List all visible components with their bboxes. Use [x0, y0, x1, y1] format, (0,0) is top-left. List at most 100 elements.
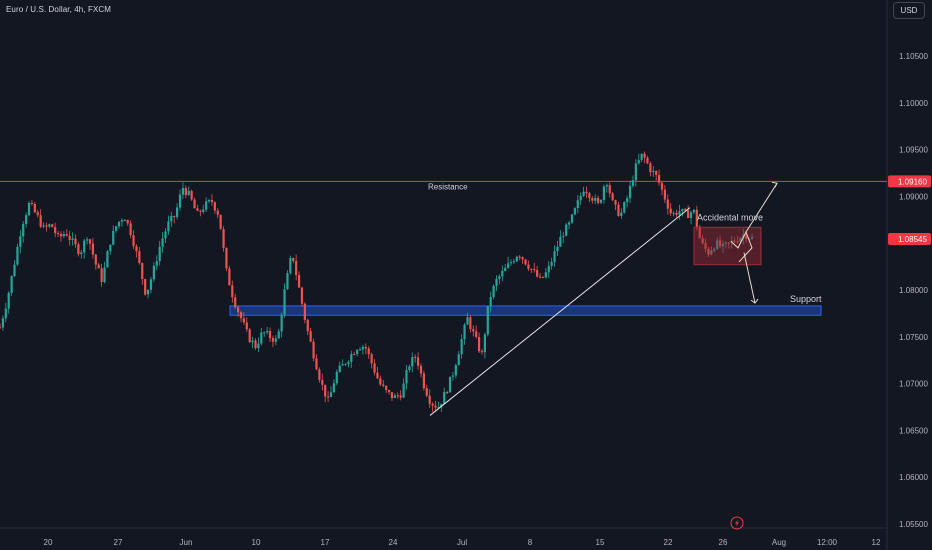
price-tick-label: 1.10000 — [899, 99, 928, 108]
candle-body — [329, 392, 333, 397]
candle-body — [486, 306, 489, 335]
candle-body — [295, 260, 298, 275]
candle-body — [219, 214, 222, 230]
candle-body — [454, 365, 457, 376]
price-tick-label: 1.10500 — [899, 52, 928, 61]
projection-up-arrow — [745, 183, 778, 233]
candle-body — [202, 209, 205, 212]
price-tick-label: 1.06500 — [899, 426, 928, 435]
candle-body — [112, 230, 115, 245]
candle-body — [350, 354, 353, 362]
time-tick-label: 15 — [596, 538, 605, 547]
candle-body — [297, 274, 301, 288]
candle-body — [1, 318, 5, 328]
candle-body — [443, 392, 446, 404]
candle-body — [135, 246, 138, 252]
candle-body — [608, 185, 611, 194]
candles — [0, 151, 754, 413]
time-tick-label: 26 — [719, 538, 728, 547]
candle-body — [591, 198, 594, 201]
candle-body — [39, 215, 42, 227]
price-axis[interactable]: 1.10500 1.10000 1.09500 1.09000 1.08000 1.075… — [899, 52, 928, 529]
candle-body — [518, 256, 521, 258]
candle-body — [396, 395, 399, 397]
candle-body — [309, 331, 312, 342]
candle-body — [239, 312, 243, 319]
price-tick-label: 1.09000 — [899, 192, 928, 201]
trendline[interactable] — [429, 207, 691, 416]
candle-body — [640, 153, 643, 160]
candle-body — [527, 264, 530, 269]
candle-body — [643, 153, 646, 158]
candle-body — [27, 202, 31, 216]
candle-body — [501, 271, 504, 277]
candle-body — [448, 376, 452, 393]
candle-body — [631, 180, 635, 186]
candle-body — [698, 226, 701, 239]
candle-body — [257, 343, 260, 349]
consolidation-box[interactable] — [693, 226, 762, 266]
lightning-bolt-icon[interactable] — [730, 516, 744, 530]
candle-body — [344, 363, 347, 365]
currency-button[interactable]: USD — [893, 2, 925, 19]
candle-body — [495, 278, 498, 286]
candle-body — [71, 238, 74, 241]
candle-body — [196, 208, 199, 211]
candle-body — [477, 336, 481, 352]
candle-body — [45, 225, 48, 227]
support-zone[interactable] — [229, 305, 822, 316]
candle-body — [695, 209, 698, 227]
projection-down-arrowhead — [750, 298, 759, 304]
candle-body — [524, 259, 527, 265]
time-tick-label: Jun — [180, 538, 193, 547]
candle-body — [727, 242, 730, 244]
candle-body — [576, 200, 579, 209]
candle-body — [617, 204, 620, 217]
candle-body — [86, 239, 89, 241]
time-tick-label: Jul — [457, 538, 467, 547]
candle-body — [480, 351, 484, 353]
candle-body — [411, 357, 414, 367]
candle-body — [59, 234, 63, 237]
time-axis[interactable]: 20 27 Jun 10 17 24 Jul 8 15 22 26 Aug 12:00 12 — [44, 538, 881, 547]
candle-body — [559, 236, 562, 247]
time-tick-label: 12 — [872, 538, 881, 547]
candle-body — [417, 357, 420, 366]
candle-body — [750, 237, 754, 239]
resistance-price-flag — [888, 175, 931, 188]
candle-body — [492, 285, 495, 298]
candle-body — [425, 388, 428, 396]
candle-body — [268, 330, 272, 339]
candle-body — [718, 240, 722, 247]
symbol-title[interactable]: Euro / U.S. Dollar, 4h, FXCM — [6, 5, 112, 14]
candle-body — [7, 292, 10, 309]
price-tick-label: 1.08000 — [899, 286, 928, 295]
candle-body — [422, 373, 426, 389]
candle-body — [94, 254, 97, 265]
candle-body — [521, 257, 524, 260]
candle-body — [173, 216, 176, 218]
candle-body — [483, 334, 486, 353]
candle-body — [538, 276, 542, 278]
candle-body — [605, 185, 608, 187]
time-tick-label: 22 — [664, 538, 673, 547]
candle-body — [588, 193, 591, 199]
candle-body — [675, 212, 678, 215]
resistance-price-flag-text: 1.09160 — [898, 177, 927, 186]
candle-body — [181, 188, 185, 195]
candle-body — [463, 324, 466, 340]
candle-body — [393, 395, 396, 398]
candle-body — [364, 346, 367, 349]
candle-body — [579, 195, 582, 201]
candle-body — [321, 379, 324, 385]
candle-body — [736, 241, 739, 243]
candle-body — [512, 261, 516, 263]
candle-body — [0, 327, 2, 329]
candle-body — [704, 243, 707, 249]
candle-body — [721, 243, 725, 247]
candle-body — [408, 366, 411, 371]
candle-body — [373, 363, 376, 373]
candle-body — [225, 247, 228, 269]
candle-body — [144, 279, 147, 295]
